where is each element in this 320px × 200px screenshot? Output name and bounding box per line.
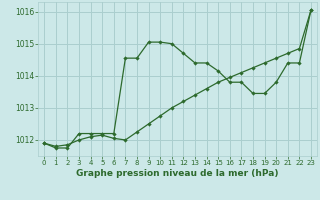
- X-axis label: Graphe pression niveau de la mer (hPa): Graphe pression niveau de la mer (hPa): [76, 169, 279, 178]
